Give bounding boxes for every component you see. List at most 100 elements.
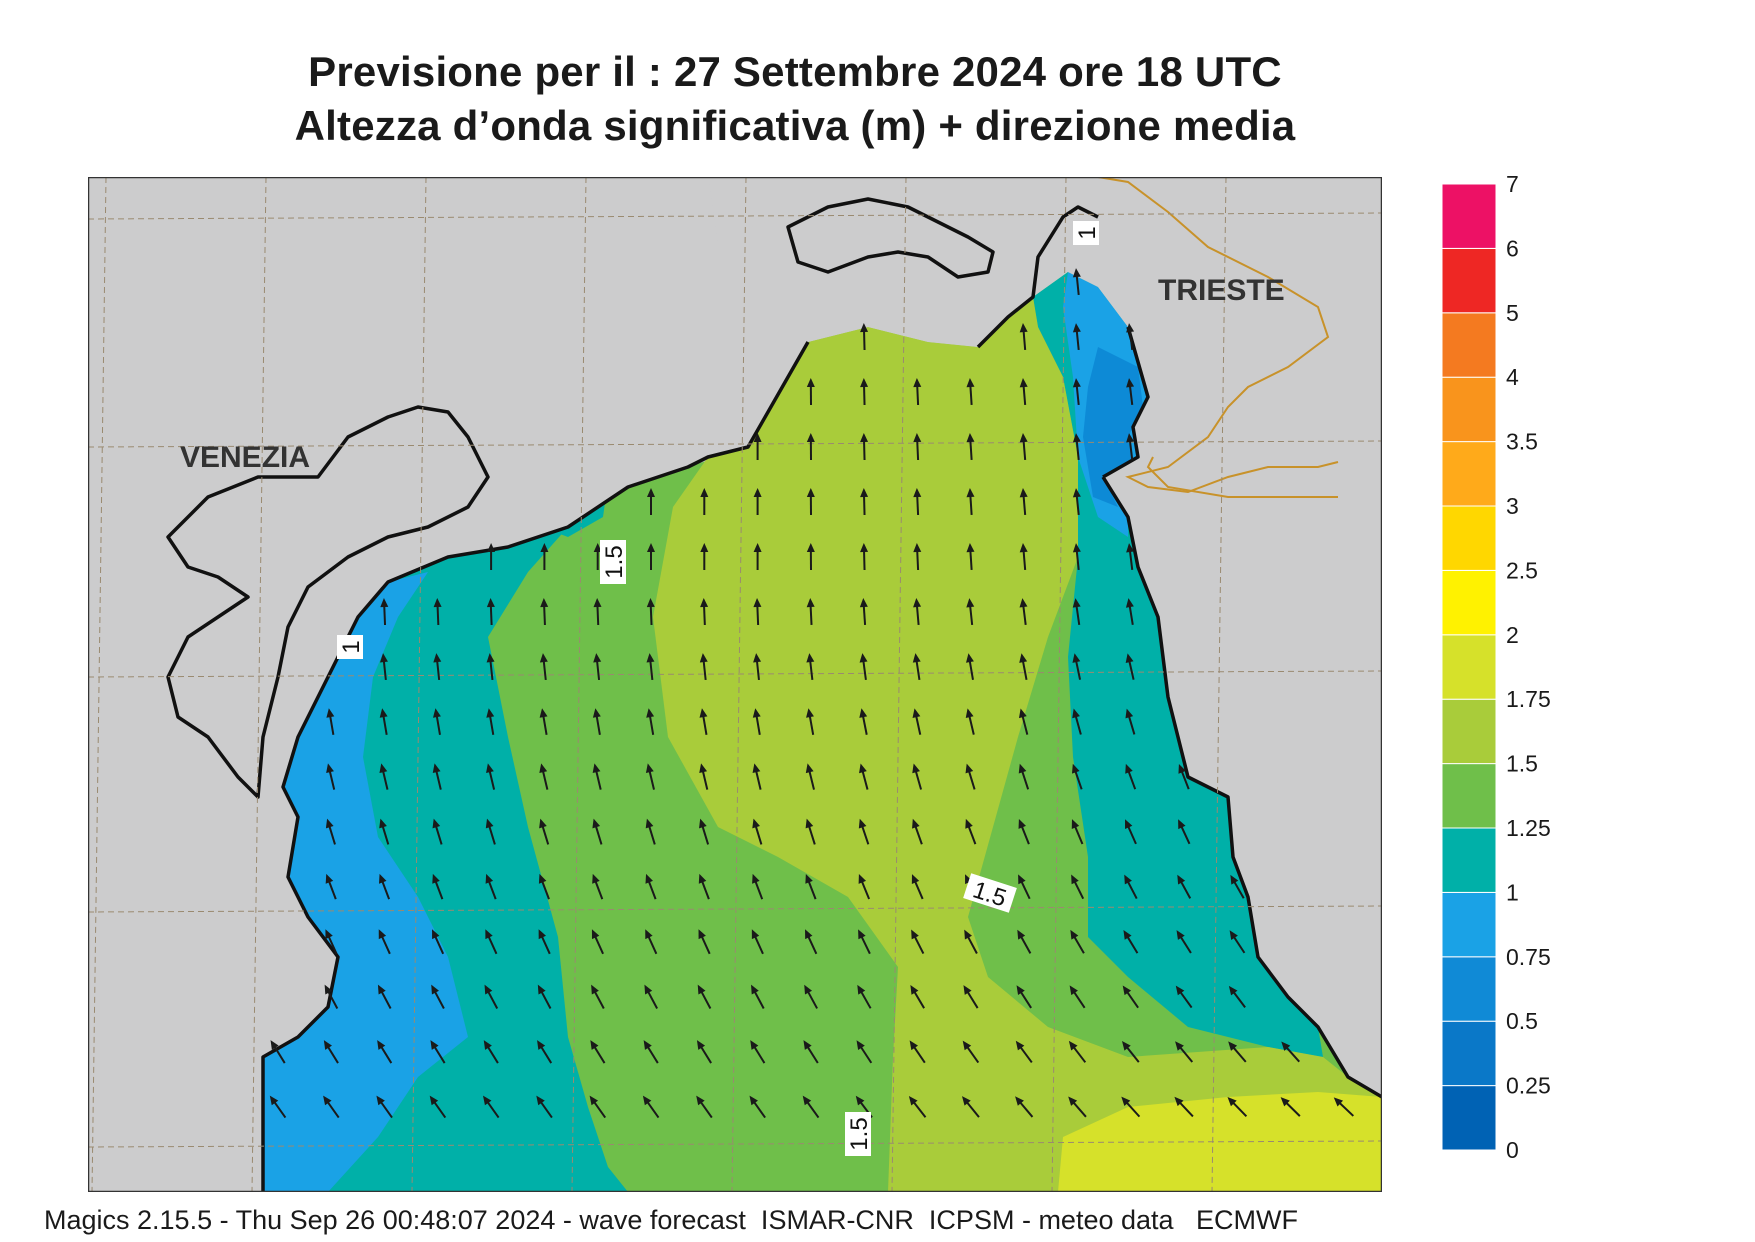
wave-direction-arrow — [485, 873, 497, 900]
grid-meridian — [1211, 177, 1227, 1192]
contour-label-1-5-north: 1.5 — [600, 540, 628, 584]
wave-direction-arrow — [1072, 543, 1081, 571]
wave-direction-arrow — [1125, 819, 1137, 845]
land-friuli-coast — [88, 177, 1033, 1192]
color-legend: 0 0.25 0.5 0.75 1 1.25 1.5 1.75 2 2.5 3 3.5 4 5 6 7 — [1440, 170, 1690, 1170]
wave-direction-arrow — [750, 1040, 766, 1064]
wave-direction-arrow — [593, 653, 602, 681]
svg-text:1.5: 1.5 — [601, 545, 628, 578]
wave-direction-arrow — [964, 929, 978, 954]
wave-direction-arrow — [912, 653, 921, 681]
wave-direction-arrow — [537, 984, 552, 1009]
legend-swatch — [1441, 763, 1497, 829]
wave-direction-arrow — [325, 818, 336, 845]
wave-direction-arrow — [1019, 598, 1028, 626]
wave-direction-arrow — [1072, 598, 1081, 626]
wave-direction-arrow — [910, 984, 925, 1009]
wave-direction-arrow — [1072, 653, 1082, 680]
coastline-northeast — [976, 205, 1099, 349]
wave-direction-arrow — [963, 985, 979, 1009]
wave-direction-arrow — [752, 873, 764, 900]
wave-direction-arrow — [269, 1095, 287, 1119]
wave-direction-arrow — [913, 543, 922, 571]
wave-direction-arrow — [1071, 763, 1083, 790]
wave-direction-arrow — [592, 708, 601, 735]
wave-direction-arrow — [752, 818, 763, 845]
wave-direction-arrow — [696, 1095, 713, 1119]
wave-direction-arrow — [699, 653, 708, 681]
wave-direction-arrow — [538, 873, 550, 900]
wave-direction-arrow — [325, 929, 338, 955]
legend-swatch — [1441, 1020, 1497, 1087]
wave-direction-arrow — [486, 763, 496, 790]
grid-meridian — [91, 177, 107, 1192]
wave-direction-arrow — [326, 708, 335, 735]
svg-text:1: 1 — [338, 640, 365, 653]
wave-direction-arrow — [751, 929, 764, 955]
grid-meridian — [251, 177, 267, 1192]
wave-direction-arrow — [1228, 1041, 1247, 1063]
wave-direction-arrow — [646, 708, 655, 735]
wave-direction-arrow — [539, 653, 548, 681]
legend-level-label: 3.5 — [1506, 429, 1538, 455]
wave-direction-arrow — [1015, 1096, 1034, 1118]
sea-band-1-5-1-75 — [653, 297, 1382, 1192]
lagoon-outline — [166, 405, 490, 799]
wave-direction-arrow — [539, 763, 549, 790]
wave-direction-arrow — [432, 763, 442, 790]
sea-band-0-75-1-west — [263, 572, 468, 1192]
wave-direction-arrow — [1072, 378, 1081, 406]
wave-direction-arrow — [486, 598, 495, 626]
national-border-south — [1146, 456, 1338, 498]
legend-level-label: 5 — [1506, 300, 1519, 326]
svg-text:1: 1 — [1074, 226, 1101, 239]
wave-direction-arrow — [379, 818, 390, 845]
city-label-venezia: VENEZIA — [180, 441, 310, 474]
wave-direction-arrow — [1175, 1041, 1194, 1063]
wave-direction-arrow — [1018, 708, 1029, 735]
grid-meridian — [1051, 177, 1067, 1192]
wave-direction-arrow — [806, 543, 815, 571]
legend-swatch — [1441, 247, 1497, 314]
wave-direction-arrow — [1121, 1041, 1140, 1063]
wave-direction-arrow — [962, 1040, 980, 1064]
wave-direction-arrow — [912, 763, 923, 790]
wave-direction-arrow — [965, 763, 976, 790]
wave-direction-arrow — [591, 984, 605, 1009]
wave-direction-arrow — [380, 598, 389, 626]
wave-direction-arrow — [911, 929, 925, 955]
legend-swatch — [1441, 891, 1497, 958]
wave-direction-arrow — [805, 873, 817, 900]
wave-direction-arrow — [1125, 598, 1134, 625]
wave-direction-arrow — [540, 543, 549, 570]
wave-direction-arrow — [806, 653, 815, 681]
grid-meridian — [731, 177, 747, 1192]
legend-swatch — [1441, 634, 1497, 700]
wave-direction-arrow — [859, 763, 869, 790]
wave-direction-arrow — [1019, 433, 1028, 461]
wave-direction-arrow — [860, 488, 869, 516]
wave-direction-arrow — [270, 1040, 286, 1064]
wave-direction-arrow — [323, 1095, 340, 1119]
wave-direction-arrow — [1228, 985, 1246, 1008]
wave-direction-arrow — [913, 488, 922, 516]
wave-direction-arrow — [1229, 930, 1246, 954]
grid-parallel — [88, 1140, 1382, 1148]
wave-direction-arrow — [483, 1095, 500, 1119]
wave-direction-arrow — [1016, 985, 1032, 1009]
wave-direction-arrow — [806, 708, 815, 735]
legend-level-label: 6 — [1506, 235, 1519, 261]
wave-direction-arrow — [700, 598, 709, 626]
wave-direction-arrow — [965, 818, 977, 845]
wave-direction-arrow — [432, 929, 445, 955]
wave-direction-arrow — [1068, 1096, 1087, 1118]
wave-direction-arrow — [1069, 985, 1086, 1009]
legend-level-label: 4 — [1506, 364, 1519, 390]
wave-direction-arrow — [1126, 378, 1135, 406]
wave-direction-arrow — [433, 598, 442, 626]
wave-direction-arrow — [540, 598, 549, 626]
wave-direction-arrow — [966, 543, 975, 571]
grid-parallel — [88, 212, 1382, 220]
wave-direction-arrow — [858, 818, 870, 845]
wave-direction-arrow — [1019, 323, 1028, 351]
